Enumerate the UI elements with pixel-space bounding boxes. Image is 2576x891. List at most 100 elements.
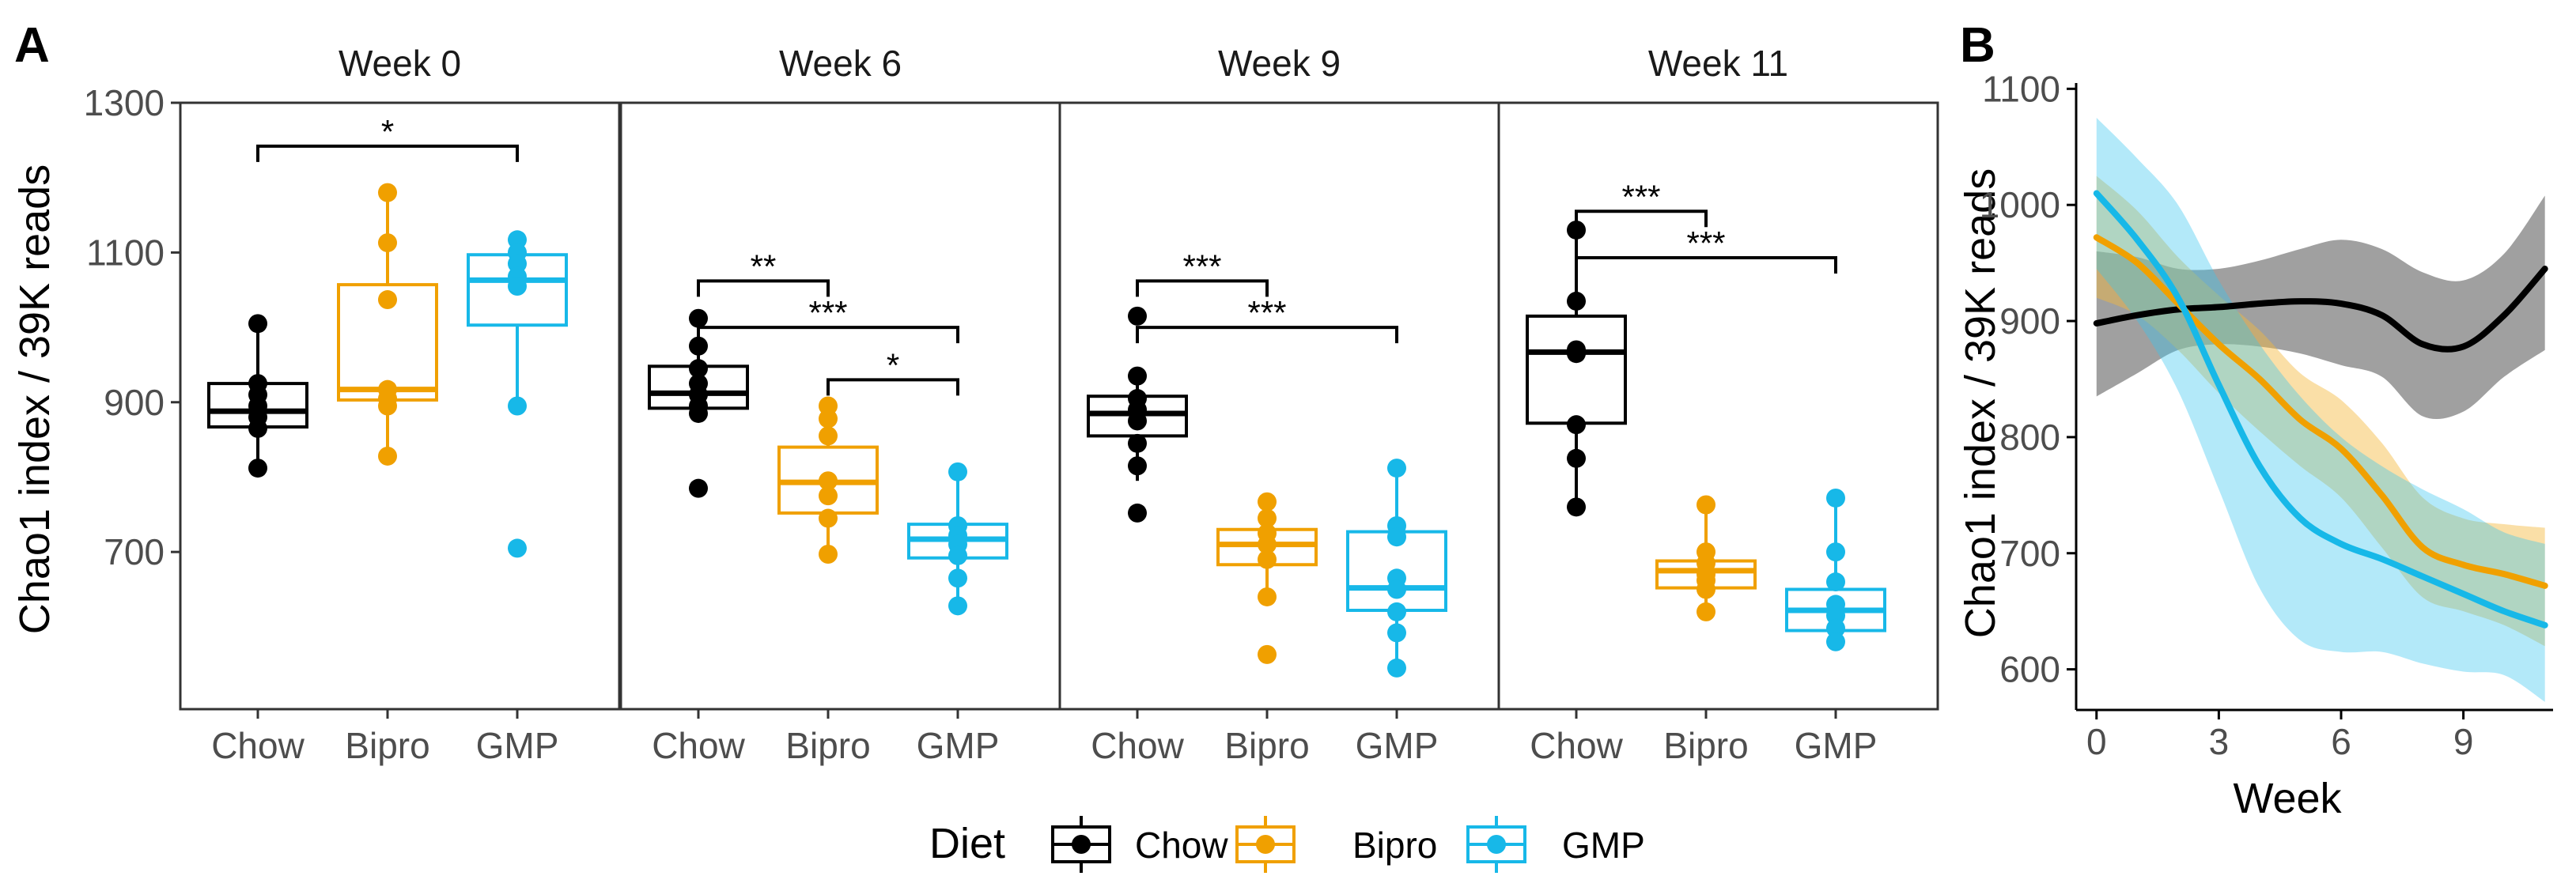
data-point (689, 478, 708, 498)
legend-entry-label: GMP (1562, 825, 1645, 866)
data-point (1258, 644, 1277, 664)
data-point (248, 459, 267, 478)
x-tick-label-b: 6 (2331, 721, 2351, 762)
data-point (689, 403, 708, 423)
data-point (1567, 415, 1586, 435)
data-point (1128, 433, 1147, 453)
data-point (1128, 411, 1147, 431)
data-point (1826, 488, 1845, 508)
x-tick-label-a: Chow (652, 725, 745, 766)
significance-label: *** (1182, 247, 1221, 285)
data-point (1258, 508, 1277, 528)
data-point (819, 486, 838, 506)
panel-label-b: B (1960, 18, 1995, 73)
data-point (1826, 572, 1845, 592)
legend-key-point (1256, 835, 1275, 854)
data-point (1387, 658, 1406, 678)
data-point (1567, 497, 1586, 517)
data-point (948, 596, 967, 616)
data-point (248, 314, 267, 334)
confidence-ribbon (2096, 176, 2545, 647)
y-tick-label-b: 600 (1999, 649, 2060, 690)
data-point (378, 396, 397, 416)
x-tick-label-a: GMP (476, 725, 559, 766)
data-point (1258, 534, 1277, 554)
data-point (1826, 618, 1845, 638)
data-point (508, 276, 527, 296)
data-point (508, 396, 527, 416)
data-point (248, 418, 267, 438)
panel-a-boxplots: 700 900 1100 1300 Week 0 Chow Bipro GMP * Week 6 C… (84, 43, 1939, 766)
box-iqr (1526, 314, 1627, 425)
y-tick-label-b: 1000 (1980, 184, 2060, 225)
x-tick-label-b: 3 (2209, 721, 2230, 762)
data-point (1567, 291, 1586, 311)
legend: Diet Chow Bipro GMP (929, 816, 1645, 873)
data-point (819, 508, 838, 528)
data-point (508, 538, 527, 558)
data-point (689, 336, 708, 356)
data-point (948, 568, 967, 588)
legend-entry-label: Chow (1135, 825, 1228, 866)
significance-bracket (697, 326, 959, 344)
series-line (2093, 234, 2548, 589)
x-tick-label-a: GMP (917, 725, 1000, 766)
x-tick-label-b: 0 (2086, 721, 2107, 762)
legend-key-point (1072, 835, 1091, 854)
data-point (1387, 602, 1406, 621)
x-tick-label-a: GMP (1356, 725, 1439, 766)
confidence-ribbon (2096, 195, 2545, 420)
data-point (1567, 220, 1586, 240)
significance-bracket (1136, 326, 1398, 344)
data-point (1128, 456, 1147, 476)
data-point (1128, 306, 1147, 326)
data-point (378, 290, 397, 310)
panel-label-a: A (14, 18, 50, 73)
significance-label: *** (1621, 178, 1660, 215)
x-tick-label-a: Chow (1530, 725, 1623, 766)
data-point (378, 183, 397, 202)
data-point (1387, 623, 1406, 643)
legend-entry-label: Bipro (1352, 825, 1437, 866)
x-tick-label-a: GMP (1795, 725, 1878, 766)
data-point (1258, 492, 1277, 512)
x-tick-label-a: Bipro (785, 725, 870, 766)
facet-title: Week 0 (339, 43, 461, 84)
y-tick-label-a: 1300 (84, 82, 165, 123)
significance-bracket (697, 279, 830, 297)
facet-title: Week 9 (1218, 43, 1341, 84)
series-line (2093, 265, 2548, 353)
data-point (689, 359, 708, 379)
x-tick-label-a: Bipro (1663, 725, 1748, 766)
data-point (1567, 344, 1586, 364)
data-point (1128, 503, 1147, 523)
significance-bracket (1575, 256, 1837, 274)
legend-key-point (1487, 835, 1506, 854)
data-point (1697, 602, 1715, 621)
significance-bracket (1136, 279, 1269, 297)
data-point (1826, 542, 1845, 562)
y-axis-title-a: Chao1 index / 39K reads (11, 164, 59, 634)
facet-title: Week 6 (779, 43, 902, 84)
data-point (1258, 549, 1277, 569)
data-point (1387, 580, 1406, 599)
significance-bracket (256, 144, 519, 162)
data-point (948, 546, 967, 565)
x-tick-label-a: Bipro (1224, 725, 1309, 766)
data-point (1387, 459, 1406, 478)
x-tick-label-b: 9 (2453, 721, 2474, 762)
y-tick-label-a: 1100 (86, 232, 165, 273)
facet-panel-border (179, 101, 621, 711)
y-tick-label-a: 900 (104, 382, 165, 423)
significance-label: ** (751, 247, 777, 285)
y-tick-label-b: 900 (1999, 300, 2060, 342)
y-tick-label-b: 800 (1999, 417, 2060, 458)
data-point (819, 409, 838, 429)
y-axis-title-b: Chao1 index / 39K reads (1957, 168, 2004, 638)
x-axis-title-b: Week (2233, 775, 2342, 822)
data-point (1697, 580, 1715, 599)
significance-label: * (381, 113, 394, 150)
facet-title: Week 11 (1648, 43, 1788, 84)
data-point (819, 471, 838, 491)
